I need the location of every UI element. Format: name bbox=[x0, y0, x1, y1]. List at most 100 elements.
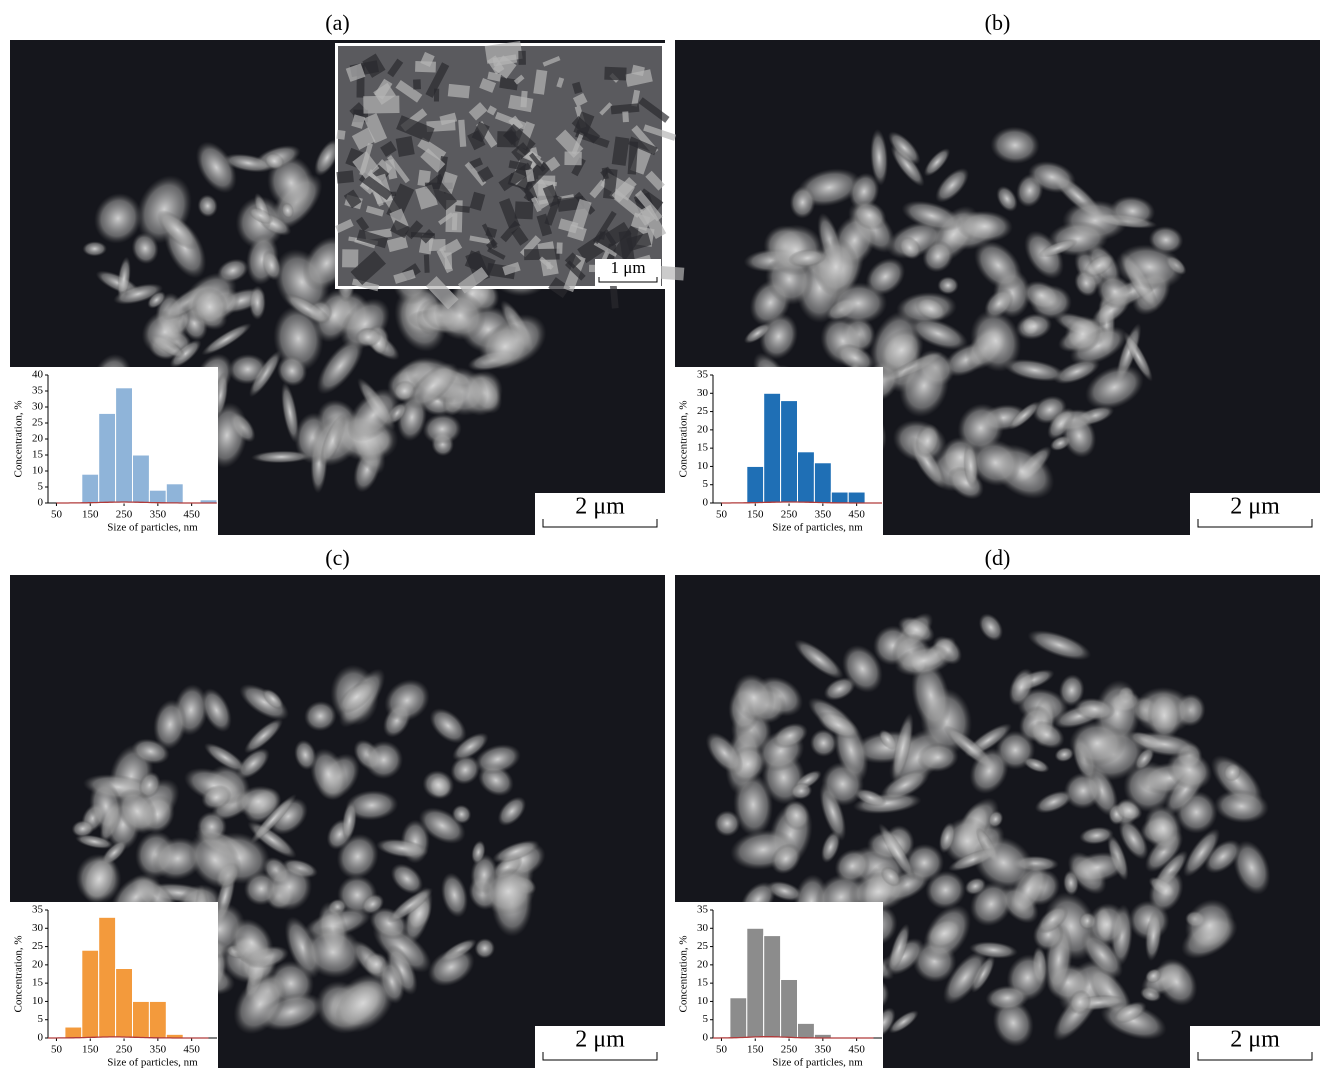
x-axis-label: Size of particles, nm bbox=[772, 522, 863, 534]
x-tick-label: 250 bbox=[781, 1044, 798, 1056]
inset-scale-label: 1 μm bbox=[610, 258, 645, 277]
x-tick-label: 50 bbox=[716, 1044, 728, 1056]
bar bbox=[116, 388, 133, 503]
inset-particle bbox=[452, 213, 458, 230]
y-tick-label: 15 bbox=[32, 449, 44, 461]
x-tick-label: 150 bbox=[747, 1044, 764, 1056]
x-tick-label: 250 bbox=[116, 1044, 133, 1056]
x-tick-label: 50 bbox=[716, 509, 728, 521]
y-axis-label: Concentration, % bbox=[13, 401, 25, 478]
y-tick-label: 20 bbox=[697, 958, 709, 970]
y-tick-label: 0 bbox=[703, 497, 709, 509]
particle bbox=[1069, 721, 1125, 766]
inset-particle bbox=[342, 249, 358, 267]
x-tick-label: 350 bbox=[815, 509, 832, 521]
panel-label: (a) bbox=[325, 10, 349, 35]
y-tick-label: 5 bbox=[703, 478, 709, 490]
scale-label: 2 μm bbox=[575, 494, 625, 520]
y-tick-label: 35 bbox=[32, 904, 44, 916]
bar bbox=[166, 484, 183, 503]
inset-particle bbox=[604, 67, 626, 81]
y-tick-label: 5 bbox=[38, 481, 44, 493]
bar bbox=[781, 979, 798, 1038]
y-tick-label: 0 bbox=[38, 1032, 44, 1044]
bar bbox=[798, 1023, 815, 1038]
bar bbox=[82, 950, 99, 1038]
y-tick-label: 15 bbox=[32, 977, 44, 989]
bar bbox=[814, 463, 831, 503]
panel-label: (d) bbox=[985, 545, 1011, 570]
inset-particle bbox=[448, 84, 470, 98]
bar bbox=[831, 492, 848, 503]
scale-label: 2 μm bbox=[1230, 494, 1280, 520]
y-tick-label: 5 bbox=[703, 1013, 709, 1025]
bar bbox=[65, 1027, 82, 1038]
inset-particle bbox=[445, 252, 453, 269]
y-tick-label: 25 bbox=[697, 405, 709, 417]
inset-particle bbox=[497, 131, 516, 147]
x-tick-label: 50 bbox=[51, 1044, 63, 1056]
inset-particle bbox=[622, 111, 629, 122]
x-tick-label: 450 bbox=[848, 1044, 865, 1056]
y-tick-label: 0 bbox=[38, 497, 44, 509]
panel-label: (b) bbox=[985, 10, 1011, 35]
inset-particle bbox=[396, 136, 415, 157]
y-tick-label: 30 bbox=[697, 922, 709, 934]
y-tick-label: 15 bbox=[697, 442, 709, 454]
inset-particle bbox=[556, 242, 562, 253]
bar bbox=[149, 490, 166, 503]
bar bbox=[116, 969, 133, 1038]
bar bbox=[99, 413, 116, 503]
x-tick-label: 450 bbox=[183, 1044, 200, 1056]
bar bbox=[133, 1001, 150, 1038]
bar bbox=[747, 928, 764, 1038]
y-tick-label: 30 bbox=[32, 922, 44, 934]
bar bbox=[133, 455, 150, 503]
x-tick-label: 350 bbox=[815, 1044, 832, 1056]
inset-particle bbox=[434, 89, 439, 102]
x-tick-label: 450 bbox=[848, 509, 865, 521]
y-tick-label: 30 bbox=[32, 401, 44, 413]
y-tick-label: 10 bbox=[32, 995, 44, 1007]
x-tick-label: 250 bbox=[116, 509, 133, 521]
figure: (a)2 μm(b)2 μm(c)2 μm(d)2 μm1 μm05101520… bbox=[0, 0, 1320, 1068]
x-tick-label: 150 bbox=[82, 509, 99, 521]
y-tick-label: 40 bbox=[32, 369, 44, 381]
y-axis-label: Concentration, % bbox=[678, 936, 690, 1013]
scale-label: 2 μm bbox=[1230, 1027, 1280, 1053]
bar bbox=[764, 936, 781, 1038]
y-tick-label: 10 bbox=[32, 465, 44, 477]
bar bbox=[99, 917, 116, 1038]
inset-particle bbox=[520, 91, 527, 108]
inset-particle bbox=[336, 170, 353, 183]
x-tick-label: 450 bbox=[183, 509, 200, 521]
inset-particle bbox=[429, 239, 446, 251]
inset-particle bbox=[413, 79, 421, 89]
y-tick-label: 25 bbox=[697, 940, 709, 952]
inset-particle bbox=[515, 201, 534, 219]
scale-label: 2 μm bbox=[575, 1027, 625, 1053]
y-tick-label: 20 bbox=[32, 958, 44, 970]
y-tick-label: 20 bbox=[697, 423, 709, 435]
x-tick-label: 350 bbox=[150, 1044, 167, 1056]
bar bbox=[798, 452, 815, 503]
x-tick-label: 250 bbox=[781, 509, 798, 521]
y-tick-label: 25 bbox=[32, 417, 44, 429]
inset-particle bbox=[518, 51, 526, 65]
y-tick-label: 15 bbox=[697, 977, 709, 989]
x-tick-label: 50 bbox=[51, 509, 63, 521]
x-axis-label: Size of particles, nm bbox=[107, 522, 198, 534]
y-tick-label: 35 bbox=[32, 385, 44, 397]
y-axis-label: Concentration, % bbox=[678, 401, 690, 478]
y-axis-label: Concentration, % bbox=[13, 936, 25, 1013]
y-tick-label: 5 bbox=[38, 1013, 44, 1025]
y-tick-label: 0 bbox=[703, 1032, 709, 1044]
bar bbox=[730, 998, 747, 1038]
x-tick-label: 150 bbox=[82, 1044, 99, 1056]
bar bbox=[781, 401, 798, 503]
inset-particle bbox=[424, 255, 430, 273]
x-tick-label: 150 bbox=[747, 509, 764, 521]
y-tick-label: 10 bbox=[697, 460, 709, 472]
bar bbox=[848, 492, 865, 503]
y-tick-label: 35 bbox=[697, 904, 709, 916]
